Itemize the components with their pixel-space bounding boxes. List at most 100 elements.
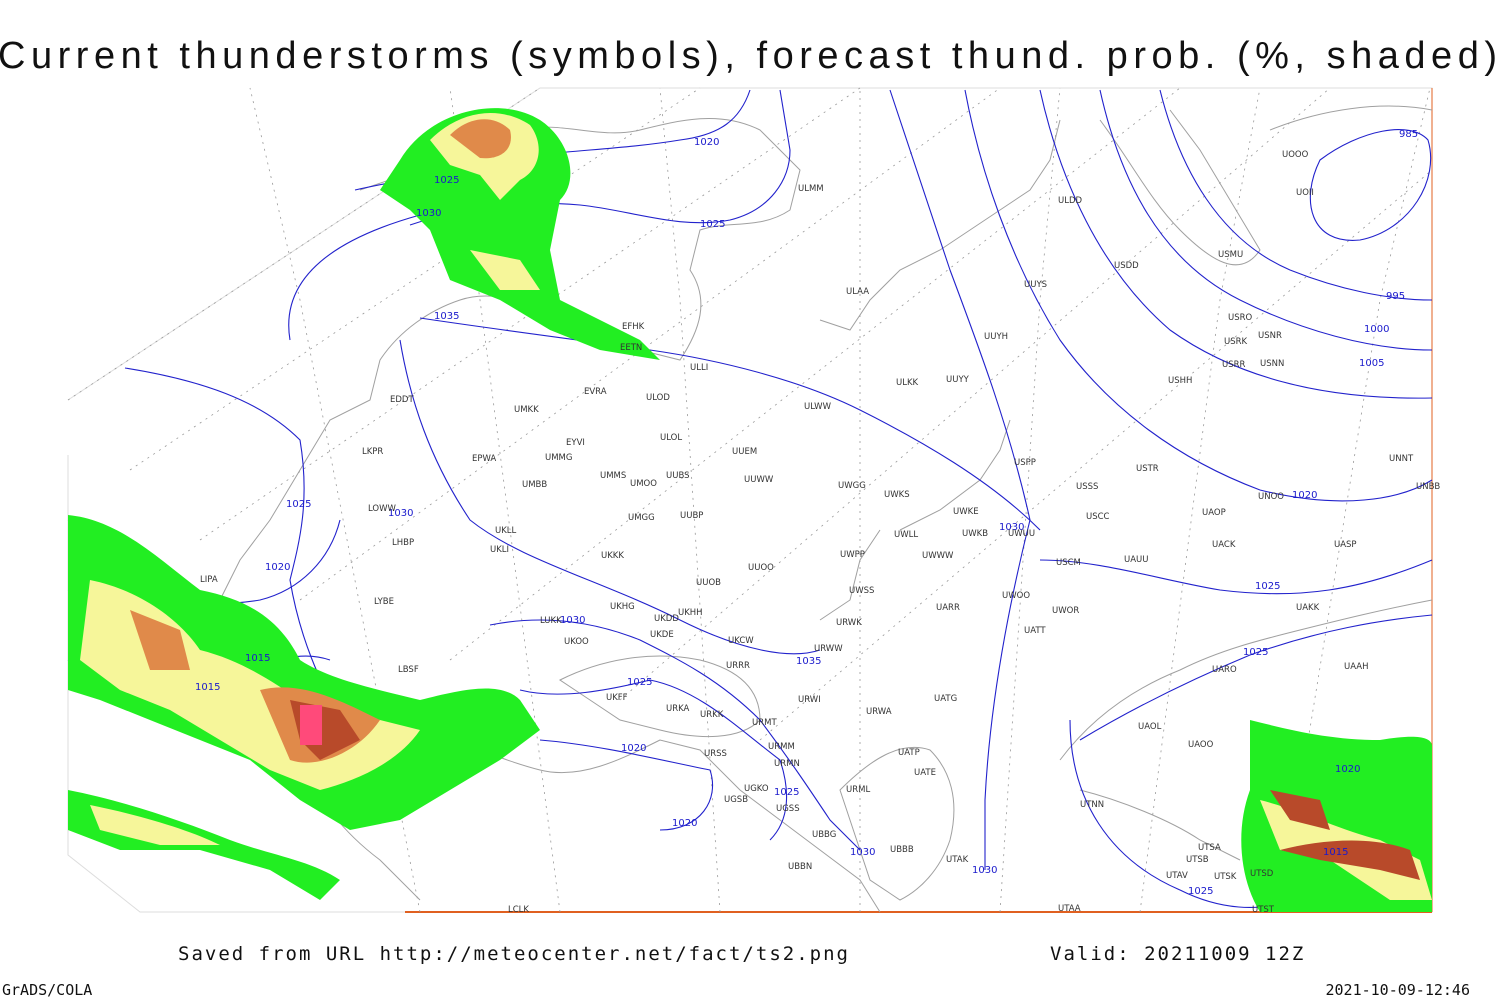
station-label: UWKB (962, 529, 988, 539)
station-label: UARO (1212, 665, 1237, 675)
isobar-label: 1020 (1292, 490, 1317, 501)
station-label: UATG (934, 694, 957, 704)
station-label: UTST (1252, 905, 1275, 915)
isobar-label: 1020 (1335, 764, 1360, 775)
station-label: UKFF (606, 693, 628, 703)
station-label: URWK (836, 618, 862, 628)
isobar-label: 1015 (245, 653, 270, 664)
isobar-label: 1000 (1364, 324, 1389, 335)
station-label: UTAV (1166, 871, 1188, 881)
isobar-label: 1015 (195, 682, 220, 693)
station-label: UGKO (744, 784, 769, 794)
station-label: UUEM (732, 447, 757, 457)
station-label: UKDD (654, 614, 679, 624)
station-label: UMMG (545, 453, 572, 463)
station-label: UKHG (610, 602, 635, 612)
station-label: UNBB (1416, 482, 1440, 492)
station-label: UUWW (744, 475, 774, 485)
station-label: UAOL (1138, 722, 1162, 732)
station-label: ULLI (690, 363, 708, 373)
station-label: UAUU (1124, 555, 1148, 565)
isobar-label: 1030 (416, 208, 441, 219)
station-label: UMOO (630, 479, 657, 489)
station-label: EYVI (566, 438, 585, 448)
station-label: UKDE (650, 630, 674, 640)
thunderstorm-probability-shading (68, 108, 1432, 912)
station-label: USDD (1114, 261, 1139, 271)
station-label: UTAK (946, 855, 969, 865)
station-label: UMBB (522, 480, 547, 490)
station-label: URSS (704, 749, 727, 759)
station-label: UUOO (748, 563, 774, 573)
station-label: USRR (1222, 360, 1246, 370)
isobar-label: 1020 (672, 818, 697, 829)
station-label: UTAA (1058, 904, 1081, 914)
station-label: UWKE (953, 507, 979, 517)
station-label: LHBP (392, 538, 414, 548)
station-label: UAOO (1188, 740, 1214, 750)
station-label: UATT (1024, 626, 1046, 636)
station-label: ULMM (798, 184, 824, 194)
station-label: LUKK (540, 616, 562, 626)
station-label: UWOO (1002, 591, 1030, 601)
station-label: ULOL (660, 433, 682, 443)
station-label: UWGG (838, 481, 866, 491)
isobar-label: 1025 (286, 499, 311, 510)
isobar-label: 1035 (434, 311, 459, 322)
station-label: UTNN (1080, 800, 1104, 810)
station-label: UTSK (1214, 872, 1237, 882)
isobar-label: 985 (1399, 129, 1418, 140)
station-label: UWUU (1008, 529, 1035, 539)
isobar-label: 1030 (850, 847, 875, 858)
station-label: UUOB (696, 578, 721, 588)
station-label: UKHH (678, 608, 703, 618)
station-label: LKPR (362, 447, 383, 457)
station-label: URRR (726, 661, 750, 671)
isobar-label: 1005 (1359, 358, 1384, 369)
station-label: UMMS (600, 471, 626, 481)
station-label: UUBS (666, 471, 690, 481)
isobar-label: 1020 (694, 137, 719, 148)
valid-time: Valid: 20211009 12Z (1050, 943, 1305, 965)
station-label: UUYY (946, 375, 970, 385)
station-label: UUYS (1024, 280, 1047, 290)
station-label: UMGG (628, 513, 655, 523)
station-label: URMM (768, 742, 795, 752)
isobar-label: 1025 (700, 219, 725, 230)
station-label: EFHK (622, 322, 645, 332)
station-label: URWW (814, 644, 843, 654)
isobar-label: 1030 (972, 865, 997, 876)
station-label: UKLI (490, 545, 509, 555)
station-label: URWI (798, 695, 821, 705)
station-label: UKCW (728, 636, 754, 646)
station-label: UKKK (601, 551, 624, 561)
station-label: URMT (752, 718, 777, 728)
source-url: Saved from URL http://meteocenter.net/fa… (178, 943, 850, 965)
station-label: URKA (666, 704, 690, 714)
station-label: UATE (914, 768, 936, 778)
station-label: LCLK (508, 905, 529, 915)
station-label: ULWW (804, 402, 832, 412)
station-label: UKOO (564, 637, 589, 647)
station-label: UOOO (1282, 150, 1309, 160)
station-label: UMKK (514, 405, 539, 415)
station-label: UTSB (1186, 855, 1209, 865)
isobar-label: 1025 (627, 677, 652, 688)
station-label: USNR (1258, 331, 1282, 341)
station-label: UGSS (776, 804, 800, 814)
station-label: USRO (1228, 313, 1253, 323)
isobar-label: 1020 (621, 743, 646, 754)
station-label: LOWW (368, 504, 397, 514)
station-label: USHH (1168, 376, 1192, 386)
station-label: UUYH (984, 332, 1008, 342)
station-label: EDDT (390, 395, 414, 405)
station-label: UNNT (1389, 454, 1414, 464)
station-label: UKLL (495, 526, 517, 536)
isobar-label: 995 (1386, 291, 1405, 302)
station-label: USTR (1136, 464, 1159, 474)
station-labels: ULMM ULDD USDD USMU UOOO UOII ULAA UUYS USRO USNR… (200, 150, 1440, 915)
station-label: USSS (1076, 482, 1098, 492)
station-label: USCC (1086, 512, 1110, 522)
station-label: UWKS (884, 490, 910, 500)
